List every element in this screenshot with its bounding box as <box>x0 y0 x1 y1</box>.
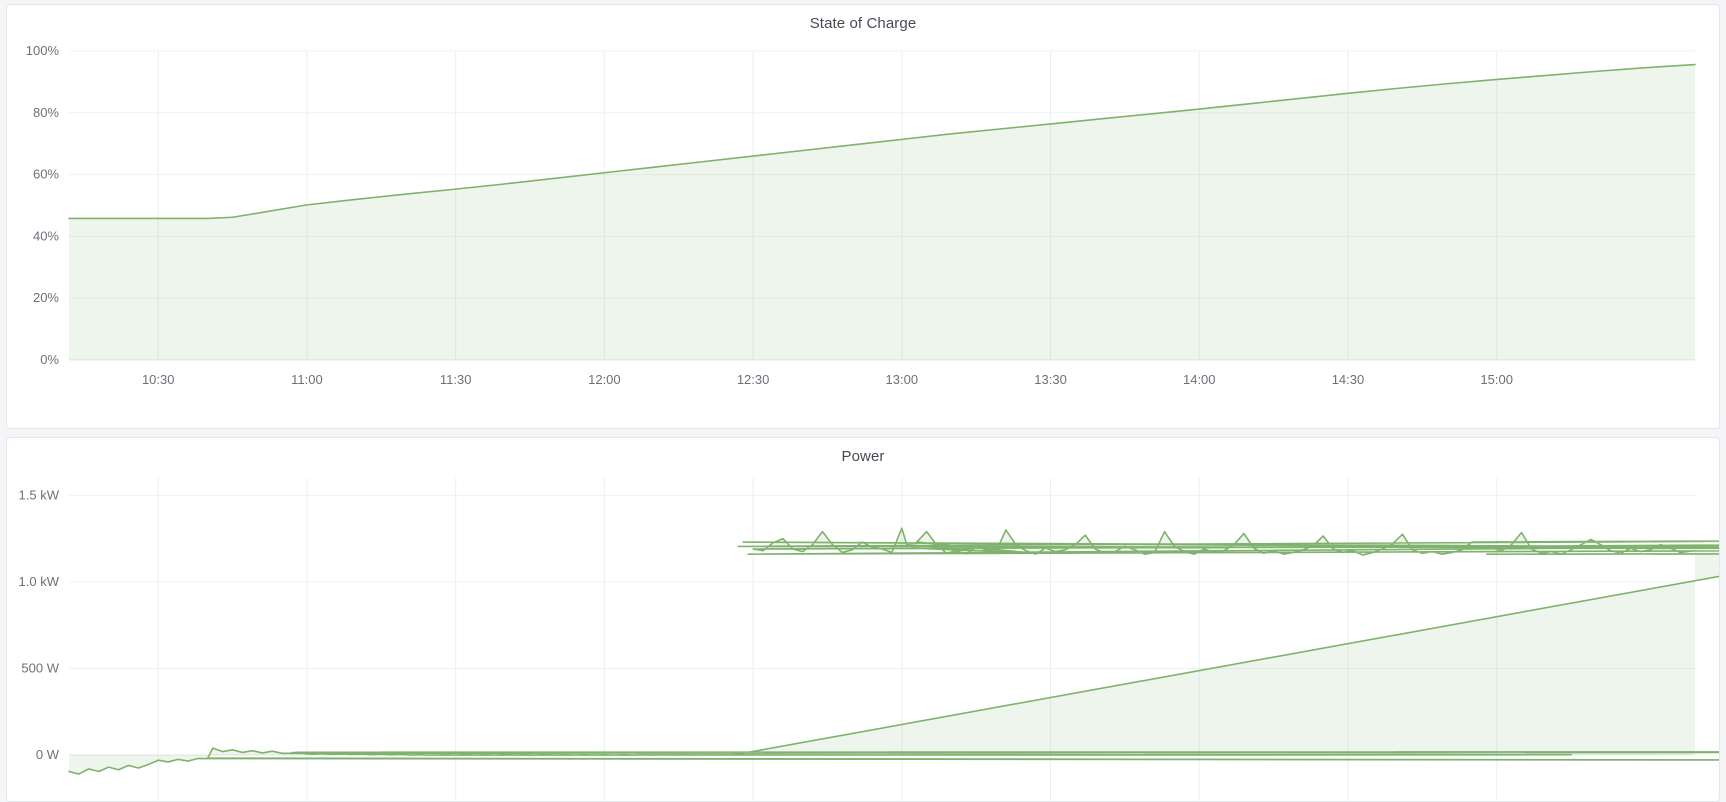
y-axis-tick-label: 500 W <box>21 660 59 675</box>
panel-title-power: Power <box>841 448 885 465</box>
panel-state-of-charge[interactable]: State of Charge 0% 20% 40% 60% 80% 100% 10:30 1… <box>6 4 1720 429</box>
y-axis-tick-label: 40% <box>33 228 59 243</box>
y-axis-tick-label: 80% <box>33 105 59 120</box>
y-axis-tick-label: 1.5 kW <box>19 487 60 502</box>
y-axis-tick-label: 100% <box>26 43 60 58</box>
chart-state-of-charge[interactable]: 0% 20% 40% 60% 80% 100% 10:30 11:00 11:30 12:00 12… <box>7 5 1719 428</box>
y-axis-tick-label: 1.0 kW <box>19 574 60 589</box>
chart-svg-state-of-charge: 0% 20% 40% 60% 80% 100% 10:30 11:00 11:30 12:00 12… <box>26 43 1696 387</box>
series-area-fill <box>69 528 1719 775</box>
x-axis-tick-label: 14:00 <box>1183 372 1216 387</box>
x-axis-tick-label: 12:30 <box>737 372 770 387</box>
x-axis-tick-label: 11:00 <box>291 372 323 387</box>
series-line <box>68 527 1719 775</box>
y-axis-tick-label: 20% <box>33 290 59 305</box>
panel-power[interactable]: Power 0 W 500 W 1.0 kW 1.5 kW <box>6 437 1720 802</box>
x-axis-tick-label: 10:30 <box>142 372 175 387</box>
series-line <box>68 63 1696 220</box>
x-axis-tick-label: 15:00 <box>1480 372 1513 387</box>
y-axis-tick-label: 0 W <box>36 747 60 762</box>
x-axis-tick-label: 13:30 <box>1034 372 1067 387</box>
y-axis-tick-label: 0% <box>40 352 59 367</box>
x-axis-tick-label: 14:30 <box>1332 372 1365 387</box>
x-axis-tick-label: 11:30 <box>440 372 472 387</box>
x-axis-tick-label: 13:00 <box>886 372 919 387</box>
chart-svg-power: 0 W 500 W 1.0 kW 1.5 kW <box>19 478 1719 801</box>
chart-power[interactable]: 0 W 500 W 1.0 kW 1.5 kW <box>7 438 1719 801</box>
y-axis-tick-label: 60% <box>33 167 59 182</box>
panel-title-state-of-charge: State of Charge <box>809 15 917 32</box>
x-axis-tick-label: 12:00 <box>588 372 621 387</box>
series-area-fill <box>69 64 1695 360</box>
